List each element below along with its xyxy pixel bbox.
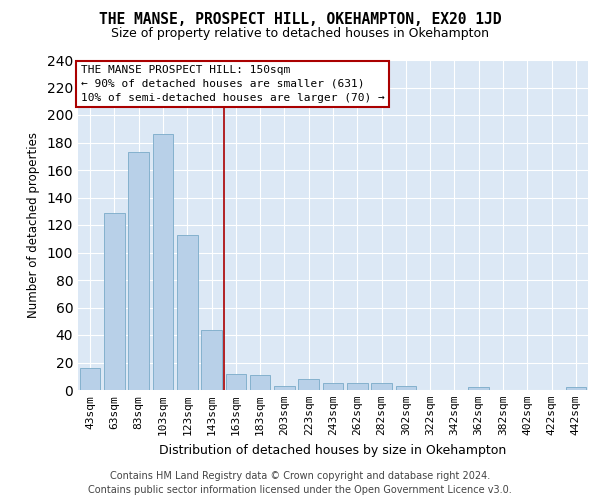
Bar xyxy=(128,152,149,390)
Bar xyxy=(371,383,392,390)
Bar xyxy=(566,387,586,390)
Bar xyxy=(104,212,125,390)
Bar xyxy=(250,375,271,390)
Bar xyxy=(226,374,246,390)
Text: THE MANSE PROSPECT HILL: 150sqm
← 90% of detached houses are smaller (631)
10% o: THE MANSE PROSPECT HILL: 150sqm ← 90% of… xyxy=(80,65,385,103)
Bar xyxy=(323,383,343,390)
Bar xyxy=(152,134,173,390)
Text: Size of property relative to detached houses in Okehampton: Size of property relative to detached ho… xyxy=(111,28,489,40)
Y-axis label: Number of detached properties: Number of detached properties xyxy=(26,132,40,318)
Text: THE MANSE, PROSPECT HILL, OKEHAMPTON, EX20 1JD: THE MANSE, PROSPECT HILL, OKEHAMPTON, EX… xyxy=(99,12,501,28)
Bar xyxy=(395,386,416,390)
Bar xyxy=(80,368,100,390)
Bar xyxy=(347,383,368,390)
Bar xyxy=(274,386,295,390)
Bar xyxy=(201,330,222,390)
X-axis label: Distribution of detached houses by size in Okehampton: Distribution of detached houses by size … xyxy=(160,444,506,456)
Bar xyxy=(469,387,489,390)
Bar xyxy=(177,234,197,390)
Bar xyxy=(298,379,319,390)
Text: Contains HM Land Registry data © Crown copyright and database right 2024.
Contai: Contains HM Land Registry data © Crown c… xyxy=(88,471,512,495)
